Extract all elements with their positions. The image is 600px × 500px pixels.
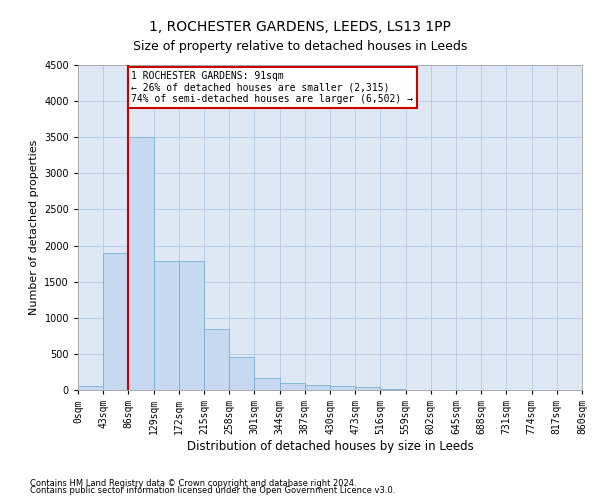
- Text: Contains public sector information licensed under the Open Government Licence v3: Contains public sector information licen…: [30, 486, 395, 495]
- Bar: [179, 262, 204, 390]
- Bar: [128, 137, 154, 390]
- Text: Contains HM Land Registry data © Crown copyright and database right 2024.: Contains HM Land Registry data © Crown c…: [30, 478, 356, 488]
- X-axis label: Distribution of detached houses by size in Leeds: Distribution of detached houses by size …: [187, 440, 473, 453]
- Bar: [204, 328, 229, 390]
- Text: Size of property relative to detached houses in Leeds: Size of property relative to detached ho…: [133, 40, 467, 53]
- Bar: [280, 383, 305, 390]
- Bar: [330, 386, 355, 390]
- Y-axis label: Number of detached properties: Number of detached properties: [29, 140, 38, 315]
- Bar: [229, 357, 254, 390]
- Bar: [355, 388, 380, 390]
- Bar: [305, 384, 330, 390]
- Text: 1 ROCHESTER GARDENS: 91sqm
← 26% of detached houses are smaller (2,315)
74% of s: 1 ROCHESTER GARDENS: 91sqm ← 26% of deta…: [131, 71, 413, 104]
- Bar: [254, 378, 280, 390]
- Bar: [103, 253, 128, 390]
- Bar: [154, 262, 179, 390]
- Bar: [78, 386, 103, 390]
- Text: 1, ROCHESTER GARDENS, LEEDS, LS13 1PP: 1, ROCHESTER GARDENS, LEEDS, LS13 1PP: [149, 20, 451, 34]
